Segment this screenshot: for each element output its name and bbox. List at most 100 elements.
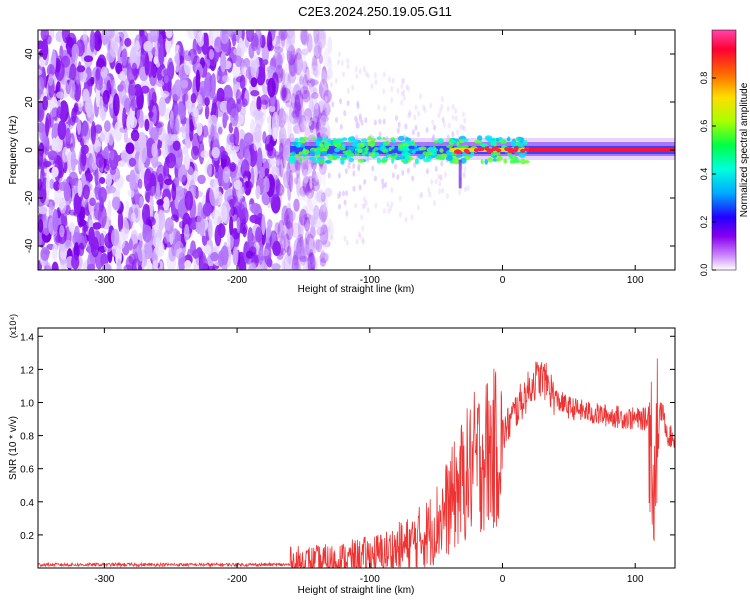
noise-blob bbox=[137, 178, 143, 189]
y-tick-label: 0.8 bbox=[20, 432, 34, 443]
noise-blob bbox=[100, 106, 107, 117]
noise-blob bbox=[293, 52, 303, 76]
noise-blob bbox=[462, 171, 466, 178]
noise-blob bbox=[81, 120, 90, 145]
noise-blob bbox=[83, 55, 94, 63]
noise-blob bbox=[163, 74, 169, 84]
signal-red-spot bbox=[486, 148, 492, 153]
noise-blob bbox=[163, 68, 173, 76]
signal-speckle bbox=[288, 157, 293, 161]
noise-blob bbox=[451, 114, 455, 121]
noise-blob bbox=[358, 233, 362, 240]
noise-blob bbox=[280, 83, 288, 99]
noise-blob bbox=[308, 75, 314, 86]
noise-blob bbox=[425, 168, 429, 175]
noise-blob bbox=[295, 260, 303, 267]
noise-blob bbox=[407, 112, 411, 119]
noise-blob bbox=[156, 199, 164, 206]
noise-blob bbox=[433, 199, 437, 206]
signal-red-spot bbox=[455, 149, 461, 154]
noise-blob bbox=[285, 38, 295, 52]
noise-blob bbox=[313, 171, 322, 189]
noise-blob bbox=[423, 107, 427, 114]
noise-blob bbox=[158, 44, 165, 65]
noise-blob bbox=[295, 239, 305, 260]
noise-blob bbox=[94, 166, 99, 186]
signal-speckle bbox=[520, 158, 526, 165]
noise-blob bbox=[62, 146, 69, 163]
noise-blob bbox=[105, 173, 113, 187]
signal-speckle bbox=[390, 139, 397, 143]
noise-blob bbox=[146, 216, 156, 227]
noise-blob bbox=[302, 238, 309, 259]
noise-blob bbox=[173, 104, 179, 118]
noise-blob bbox=[286, 228, 292, 244]
noise-blob bbox=[287, 181, 292, 202]
noise-blob bbox=[65, 127, 71, 147]
signal-speckle bbox=[294, 137, 299, 143]
signal-speckle bbox=[423, 157, 431, 163]
noise-blob bbox=[322, 102, 331, 117]
noise-blob bbox=[462, 125, 466, 132]
noise-blob bbox=[303, 30, 309, 48]
noise-blob bbox=[153, 211, 160, 233]
noise-blob bbox=[396, 87, 400, 94]
noise-blob bbox=[308, 82, 312, 89]
noise-blob bbox=[287, 116, 292, 141]
signal-speckle bbox=[341, 137, 348, 141]
noise-blob bbox=[357, 231, 361, 238]
noise-blob bbox=[143, 40, 153, 52]
signal-speckle bbox=[433, 140, 439, 144]
noise-blob bbox=[294, 90, 304, 111]
noise-blob bbox=[313, 190, 324, 202]
noise-blob bbox=[312, 68, 319, 76]
noise-blob bbox=[297, 213, 304, 224]
noise-blob bbox=[117, 209, 124, 233]
noise-blob bbox=[191, 249, 200, 259]
noise-blob bbox=[220, 51, 227, 73]
noise-blob bbox=[275, 43, 284, 62]
noise-blob bbox=[302, 89, 311, 103]
noise-blob bbox=[297, 194, 306, 201]
noise-blob bbox=[363, 178, 367, 185]
noise-blob bbox=[321, 240, 331, 248]
noise-blob bbox=[451, 131, 455, 138]
signal-speckle bbox=[376, 157, 381, 164]
noise-blob bbox=[382, 118, 386, 125]
noise-blob bbox=[280, 248, 287, 256]
noise-blob bbox=[303, 258, 311, 270]
noise-blob bbox=[165, 30, 173, 39]
signal-speckle bbox=[379, 159, 388, 163]
noise-blob bbox=[313, 87, 318, 95]
noise-blob bbox=[463, 166, 467, 173]
noise-blob bbox=[413, 114, 417, 121]
signal-speckle bbox=[510, 154, 514, 159]
signal-speckle bbox=[497, 155, 503, 161]
noise-blob bbox=[315, 103, 319, 110]
noise-blob bbox=[73, 193, 82, 215]
noise-blob bbox=[312, 104, 321, 124]
noise-blob bbox=[304, 230, 310, 245]
noise-blob bbox=[282, 115, 291, 123]
noise-blob bbox=[282, 114, 288, 127]
noise-blob bbox=[190, 107, 200, 117]
signal-speckle bbox=[490, 140, 497, 146]
noise-blob bbox=[299, 86, 310, 100]
noise-blob bbox=[76, 118, 82, 135]
signal-speckle bbox=[391, 158, 395, 164]
noise-blob bbox=[293, 124, 302, 135]
noise-blob bbox=[250, 32, 259, 52]
signal-speckle bbox=[477, 135, 483, 142]
noise-blob bbox=[311, 222, 315, 229]
noise-blob bbox=[183, 93, 189, 102]
noise-blob bbox=[253, 140, 258, 152]
noise-blob bbox=[445, 193, 449, 200]
signal-speckle bbox=[509, 159, 514, 164]
noise-blob bbox=[342, 71, 346, 78]
noise-blob bbox=[352, 185, 356, 192]
noise-blob bbox=[326, 67, 333, 80]
noise-blob bbox=[327, 226, 331, 233]
spectrogram-x-label: Height of straight line (km) bbox=[298, 284, 415, 295]
y-tick-label: 1.0 bbox=[20, 398, 34, 409]
